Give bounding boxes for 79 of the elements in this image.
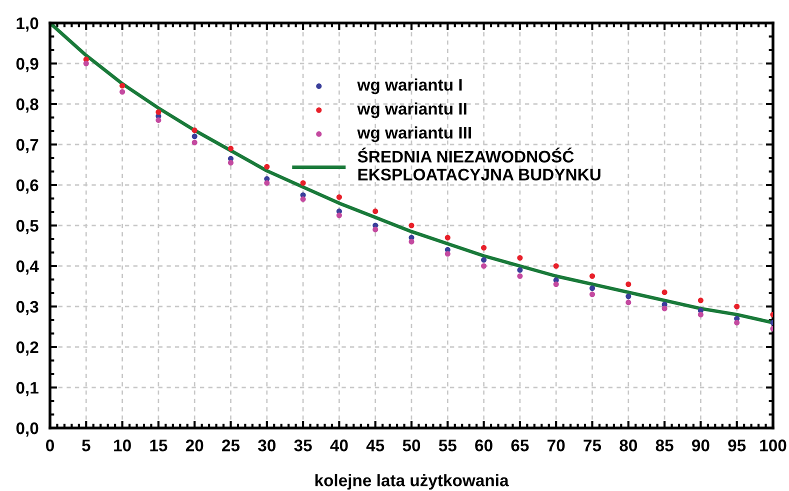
y-tick-label: 0,4 — [16, 260, 39, 275]
x-axis-title: kolejne lata użytkowania — [315, 474, 509, 490]
x-tick-label: 35 — [294, 440, 312, 452]
point — [336, 212, 342, 218]
point — [734, 320, 740, 326]
point — [444, 251, 450, 257]
point — [192, 128, 198, 134]
x-tick-label: 25 — [222, 440, 240, 452]
point — [444, 234, 450, 240]
x-tick-label: 85 — [656, 440, 674, 452]
point — [336, 194, 342, 200]
point — [408, 238, 414, 244]
x-tick-label: 95 — [728, 440, 746, 452]
point — [264, 180, 270, 186]
point — [481, 257, 487, 263]
x-tick-label: 55 — [438, 440, 456, 452]
point — [589, 273, 596, 279]
x-tick-label: 50 — [402, 440, 420, 452]
point — [192, 134, 198, 140]
x-tick-label: 100 — [760, 440, 786, 452]
x-tick-label: 20 — [186, 440, 204, 452]
point — [589, 285, 596, 292]
y-tick-label: 0,8 — [16, 98, 38, 113]
point — [553, 281, 559, 288]
point — [372, 208, 378, 214]
x-tick-label: 0 — [46, 440, 54, 452]
point — [626, 294, 632, 300]
point — [626, 281, 632, 288]
point — [517, 255, 523, 261]
x-tick-label: 15 — [150, 440, 168, 452]
point — [662, 306, 668, 312]
legend-label: wg wariantu III — [357, 126, 471, 142]
x-tick-label: 10 — [114, 440, 131, 452]
point — [192, 140, 198, 146]
point — [228, 160, 234, 166]
legend-label: wg wariantu I — [357, 78, 462, 94]
point — [481, 263, 487, 269]
x-tick-label: 40 — [330, 440, 348, 452]
y-tick-label: 0,6 — [16, 179, 38, 194]
y-tick-label: 0,3 — [16, 300, 38, 316]
legend-label: wg wariantu II — [357, 102, 466, 118]
point — [120, 82, 126, 89]
point — [156, 109, 162, 115]
point — [300, 180, 306, 186]
x-tick-label: 80 — [620, 440, 637, 452]
y-tick-label: 0,5 — [16, 220, 38, 234]
point — [300, 196, 306, 202]
x-tick-label: 30 — [258, 440, 276, 452]
x-tick-label: 45 — [366, 440, 384, 452]
x-tick-label: 60 — [475, 440, 492, 452]
point — [228, 146, 234, 152]
x-tick-label: 70 — [548, 440, 565, 452]
y-tick-label: 0,0 — [16, 422, 38, 437]
point — [698, 312, 704, 318]
point — [481, 244, 487, 251]
x-tick-label: 5 — [82, 440, 90, 452]
x-tick-label: 90 — [692, 440, 710, 452]
point — [517, 267, 523, 273]
point — [698, 298, 704, 304]
point — [626, 300, 632, 306]
point — [553, 263, 559, 269]
legend-label: ŚREDNIA NIEZAWODNOŚĆ EKSPLOATACYJNA BUDYNKU — [358, 148, 600, 181]
point — [156, 117, 162, 123]
point — [264, 164, 270, 170]
y-tick-label: 0,2 — [16, 341, 38, 356]
point — [734, 304, 740, 310]
x-tick-label: 65 — [511, 440, 529, 452]
y-tick-label: 0,1 — [16, 382, 38, 396]
y-tick-label: 0,7 — [16, 138, 38, 154]
y-tick-label: 0,9 — [16, 58, 38, 72]
point — [83, 60, 89, 66]
point — [517, 273, 523, 279]
point — [408, 222, 414, 228]
point — [120, 89, 126, 95]
y-tick-label: 1,0 — [16, 17, 38, 32]
point — [662, 290, 668, 296]
point — [589, 292, 596, 298]
point — [372, 226, 378, 232]
x-tick-label: 75 — [584, 440, 602, 452]
